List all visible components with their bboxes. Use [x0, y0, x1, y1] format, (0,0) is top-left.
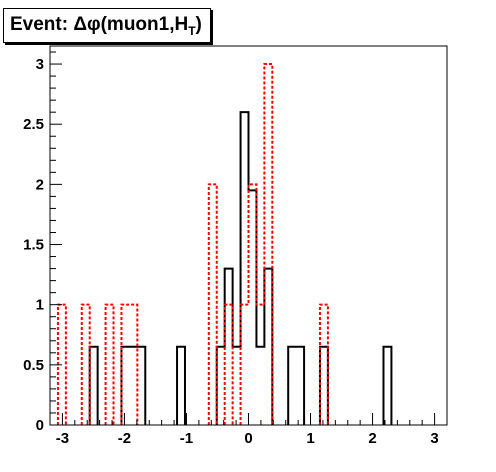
x-tick-label: 3 — [430, 430, 438, 447]
chart-title: Event: Δφ(muon1,HT) — [10, 13, 202, 38]
y-tick-label: 3 — [36, 56, 44, 73]
x-tick-label: 1 — [306, 430, 314, 447]
x-tick-label: -1 — [180, 430, 193, 447]
x-tick-label: 2 — [368, 430, 376, 447]
y-tick-label: 0 — [36, 417, 44, 434]
y-tick-label: 1.5 — [23, 237, 44, 254]
x-tick-label: 0 — [244, 430, 252, 447]
y-tick-label: 0.5 — [23, 357, 44, 374]
x-tick-label: -3 — [56, 430, 69, 447]
histogram-series-1 — [88, 111, 393, 425]
y-tick-label: 2 — [36, 176, 44, 193]
x-tick-label: -2 — [118, 430, 131, 447]
histogram-series-2 — [56, 63, 329, 425]
title-box: Event: Δφ(muon1,HT) — [3, 8, 211, 43]
axis-layer: -3 -2 -1 0 1 2 3 0 0.5 1 1.5 2 2.5 3 — [23, 51, 448, 447]
series-layer — [50, 63, 447, 426]
y-tick-label: 1 — [36, 297, 44, 314]
y-tick-label: 2.5 — [23, 116, 44, 133]
